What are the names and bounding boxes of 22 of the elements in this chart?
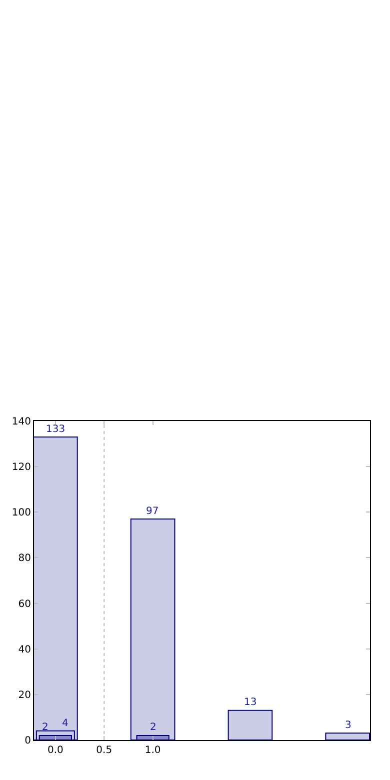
- bar: [34, 436, 78, 740]
- data-label: 2: [150, 722, 156, 733]
- y-tick-label: 80: [18, 553, 31, 564]
- y-tick-label: 100: [12, 508, 31, 519]
- y-tick-label: 40: [18, 644, 31, 656]
- x-tick-label: 0.0: [47, 745, 64, 756]
- y-tick-label: 120: [12, 462, 31, 474]
- data-label: 97: [146, 506, 159, 517]
- data-label: 3: [345, 720, 352, 731]
- bar: [130, 518, 176, 740]
- x-tick-label: 1.0: [144, 745, 161, 756]
- x-tick-label: 0.5: [96, 745, 112, 756]
- y-tick-label: 0: [24, 736, 31, 746]
- y-tick-label: 20: [18, 690, 31, 701]
- data-label: 133: [46, 424, 66, 435]
- y-tick-label: 60: [18, 598, 31, 610]
- y-tick-label: 140: [12, 416, 31, 428]
- bar: [228, 710, 273, 740]
- data-label: 13: [244, 697, 257, 708]
- data-label: 4: [62, 718, 68, 729]
- bar: [325, 732, 370, 740]
- data-label: 2: [42, 722, 48, 733]
